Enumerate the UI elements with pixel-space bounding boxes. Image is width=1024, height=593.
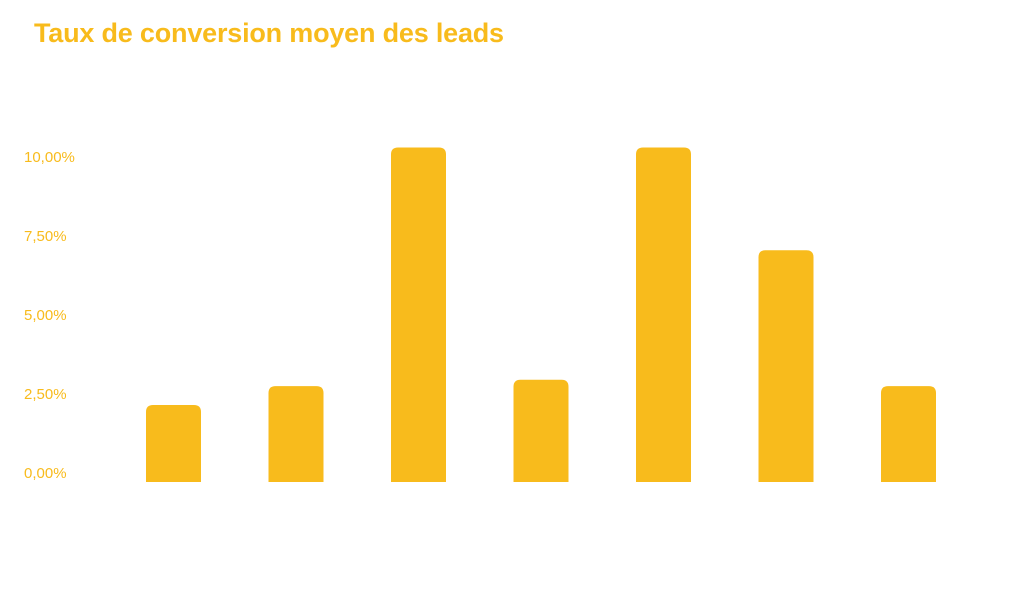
y-tick-label: 10,00% xyxy=(24,149,75,166)
y-tick-label: 7,50% xyxy=(24,228,67,245)
bar-2 xyxy=(268,386,324,482)
bar-4 xyxy=(513,379,569,482)
bars xyxy=(146,147,936,482)
bar-6 xyxy=(758,250,814,482)
bar-1 xyxy=(146,405,201,482)
chart-title: Taux de conversion moyen des leads xyxy=(34,18,504,48)
y-tick-label: 2,50% xyxy=(24,386,67,403)
y-tick-label: 0,00% xyxy=(24,465,67,482)
bar-3 xyxy=(391,147,446,482)
y-axis-ticks: 0,00% 2,50% 5,00% 7,50% 10,00% xyxy=(24,149,75,482)
bar-5 xyxy=(636,147,691,482)
bar-7 xyxy=(881,386,936,482)
y-tick-label: 5,00% xyxy=(24,307,67,324)
